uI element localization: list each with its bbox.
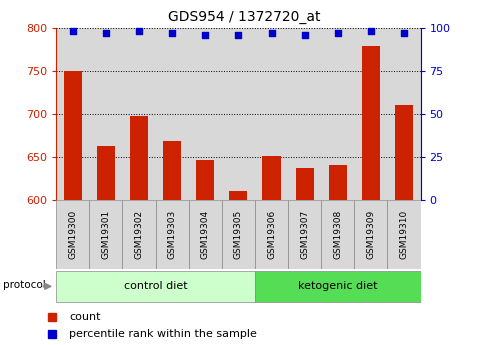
FancyBboxPatch shape (122, 200, 155, 269)
FancyBboxPatch shape (56, 200, 89, 269)
Bar (254, 28, 287, 200)
FancyBboxPatch shape (386, 200, 420, 269)
Text: GSM19304: GSM19304 (201, 210, 209, 259)
Bar (196, 159, 214, 200)
Text: ketogenic diet: ketogenic diet (297, 282, 377, 291)
Text: GSM19308: GSM19308 (332, 210, 342, 259)
FancyBboxPatch shape (155, 200, 188, 269)
Bar (287, 28, 321, 200)
Bar (354, 28, 386, 200)
Point (333, 30, 341, 36)
Bar (394, 105, 412, 200)
Text: control diet: control diet (123, 282, 187, 291)
Point (234, 32, 242, 37)
Text: GDS954 / 1372720_at: GDS954 / 1372720_at (168, 10, 320, 24)
Text: GSM19300: GSM19300 (68, 210, 77, 259)
Bar (188, 28, 222, 200)
Text: GSM19310: GSM19310 (399, 210, 407, 259)
Text: GSM19301: GSM19301 (101, 210, 110, 259)
Bar (295, 168, 313, 200)
Point (399, 30, 407, 36)
Bar (229, 190, 247, 200)
Point (267, 30, 275, 36)
Bar (321, 28, 354, 200)
Bar (155, 28, 188, 200)
Point (300, 32, 308, 37)
Point (201, 32, 209, 37)
FancyBboxPatch shape (188, 200, 222, 269)
Bar (56, 28, 89, 200)
Bar (386, 28, 420, 200)
Text: GSM19302: GSM19302 (134, 210, 143, 259)
Bar (89, 28, 122, 200)
Bar (97, 146, 115, 200)
Point (168, 30, 176, 36)
Point (102, 30, 110, 36)
Bar (63, 71, 81, 200)
Text: GSM19307: GSM19307 (300, 210, 308, 259)
Bar (262, 156, 280, 200)
Point (366, 28, 374, 34)
Bar (328, 165, 346, 200)
Text: protocol: protocol (3, 280, 45, 289)
Bar (222, 28, 254, 200)
Bar (130, 117, 148, 200)
Point (69, 28, 77, 34)
Text: count: count (69, 312, 101, 322)
Text: percentile rank within the sample: percentile rank within the sample (69, 329, 257, 339)
FancyBboxPatch shape (354, 200, 386, 269)
FancyBboxPatch shape (89, 200, 122, 269)
FancyBboxPatch shape (254, 271, 420, 302)
Bar (122, 28, 155, 200)
Bar (163, 141, 181, 200)
Point (135, 28, 142, 34)
Text: GSM19306: GSM19306 (266, 210, 275, 259)
Text: GSM19303: GSM19303 (167, 210, 176, 259)
Text: GSM19305: GSM19305 (233, 210, 243, 259)
FancyBboxPatch shape (222, 200, 254, 269)
Bar (361, 46, 379, 200)
Text: GSM19309: GSM19309 (366, 210, 375, 259)
FancyBboxPatch shape (56, 271, 254, 302)
FancyBboxPatch shape (321, 200, 354, 269)
FancyBboxPatch shape (254, 200, 287, 269)
FancyBboxPatch shape (287, 200, 321, 269)
